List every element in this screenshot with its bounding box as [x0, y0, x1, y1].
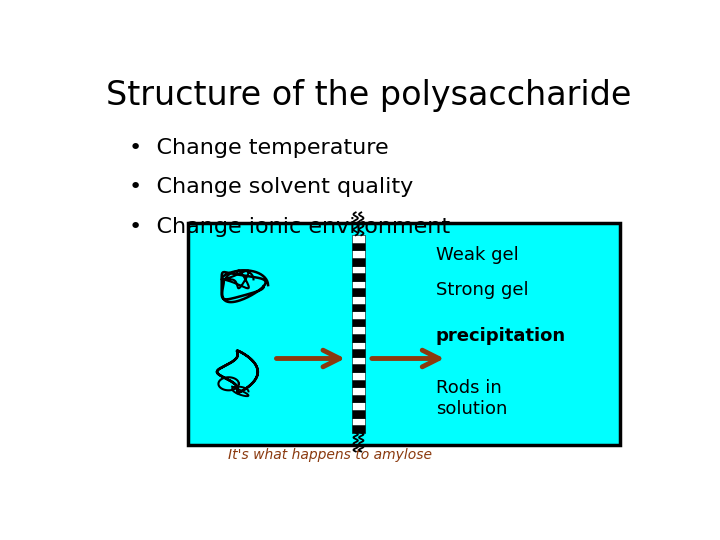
Bar	[352, 235, 364, 243]
Bar	[352, 342, 364, 349]
Bar	[352, 296, 364, 303]
Text: •  Change ionic environment: • Change ionic environment	[129, 217, 450, 237]
Bar	[352, 281, 364, 288]
Bar	[352, 349, 364, 357]
Bar	[352, 417, 364, 425]
Bar	[352, 410, 364, 417]
Text: Rods in
solution: Rods in solution	[436, 379, 508, 417]
Bar	[352, 288, 364, 296]
Text: Structure of the polysaccharide: Structure of the polysaccharide	[107, 79, 631, 112]
Bar	[352, 364, 364, 372]
Text: Strong gel: Strong gel	[436, 281, 528, 299]
Bar	[352, 334, 364, 342]
Text: •  Change solvent quality: • Change solvent quality	[129, 177, 413, 197]
Bar	[352, 266, 364, 273]
Bar	[352, 327, 364, 334]
Bar	[352, 387, 364, 395]
Bar	[352, 402, 364, 410]
Bar	[352, 273, 364, 281]
Bar	[352, 303, 364, 311]
Bar	[352, 357, 364, 364]
Bar	[352, 372, 364, 380]
Bar	[352, 380, 364, 387]
Bar	[352, 395, 364, 402]
Text: precipitation: precipitation	[436, 327, 566, 345]
Bar	[352, 243, 364, 251]
Bar	[352, 251, 364, 258]
Text: •  Change temperature: • Change temperature	[129, 138, 389, 158]
Bar	[352, 258, 364, 266]
Bar	[352, 311, 364, 319]
Bar	[352, 319, 364, 327]
Bar	[352, 425, 364, 433]
Bar	[188, 223, 620, 446]
Text: It's what happens to amylose: It's what happens to amylose	[228, 448, 432, 462]
Text: Weak gel: Weak gel	[436, 246, 518, 264]
